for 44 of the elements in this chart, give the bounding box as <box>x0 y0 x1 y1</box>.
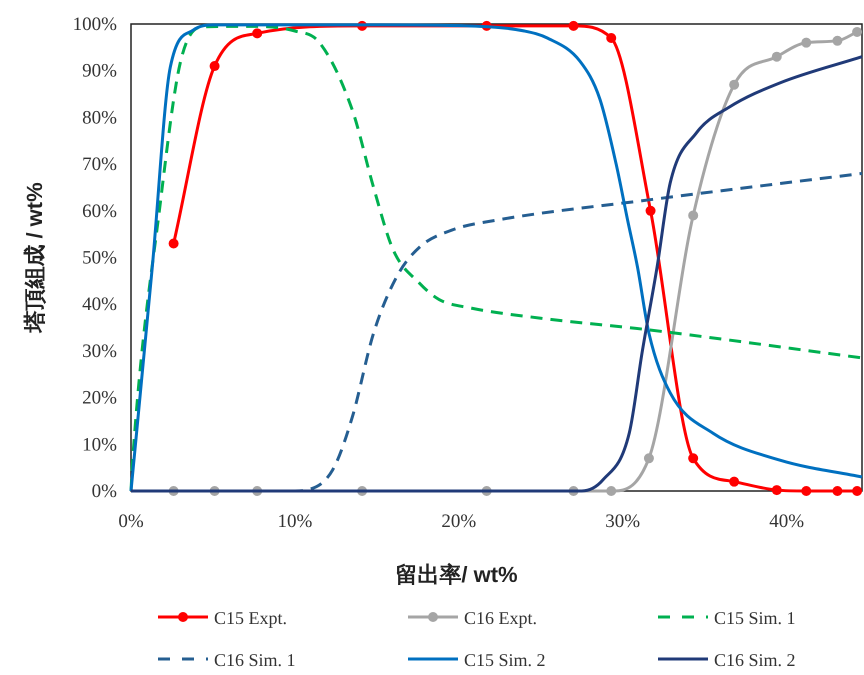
x-tick-label: 10% <box>277 511 312 532</box>
point <box>688 210 698 220</box>
point <box>688 453 698 464</box>
point <box>252 28 262 38</box>
y-tick-label: 100% <box>72 14 118 35</box>
legend-label: C15 Sim. 1 <box>714 608 796 628</box>
point <box>772 52 782 62</box>
x-tick-label: 30% <box>605 511 640 532</box>
point <box>852 26 862 37</box>
y-tick-label: 60% <box>82 200 118 222</box>
point <box>729 476 740 487</box>
point <box>852 486 862 496</box>
y-tick-label: 20% <box>82 388 118 409</box>
point <box>772 485 782 496</box>
legend-label: C16 Expt. <box>464 608 538 628</box>
x-tick-label: 20% <box>441 511 476 532</box>
point <box>832 36 842 46</box>
y-tick-label: 40% <box>82 294 118 316</box>
y-tick-label: 70% <box>82 154 118 176</box>
y-tick-label: 30% <box>82 340 118 362</box>
x-tick-label: 40% <box>769 511 804 532</box>
point <box>644 453 654 464</box>
legend-label: C15 Sim. 2 <box>464 650 546 670</box>
legend-label: C16 Sim. 2 <box>714 650 796 670</box>
y-tick-label: 50% <box>82 248 118 268</box>
legend-label: C16 Sim. 1 <box>214 650 296 670</box>
x-axis-title: 留出率/ wt% <box>395 562 518 587</box>
legend-label: C15 Expt. <box>214 608 288 628</box>
y-axis-title: 塔頂組成 / wt% <box>22 182 47 334</box>
point <box>210 61 220 72</box>
x-tick-label: 0% <box>118 511 144 532</box>
point <box>168 238 179 248</box>
point <box>801 38 812 48</box>
y-tick-label: 80% <box>82 107 118 128</box>
point <box>801 486 812 496</box>
y-tick-label: 0% <box>92 481 118 502</box>
point <box>646 206 656 216</box>
point <box>606 33 616 44</box>
y-tick-label: 90% <box>82 60 118 82</box>
y-tick-label: 10% <box>82 434 118 456</box>
point <box>568 20 579 31</box>
point <box>606 486 616 496</box>
point <box>729 80 740 90</box>
point <box>832 486 842 496</box>
